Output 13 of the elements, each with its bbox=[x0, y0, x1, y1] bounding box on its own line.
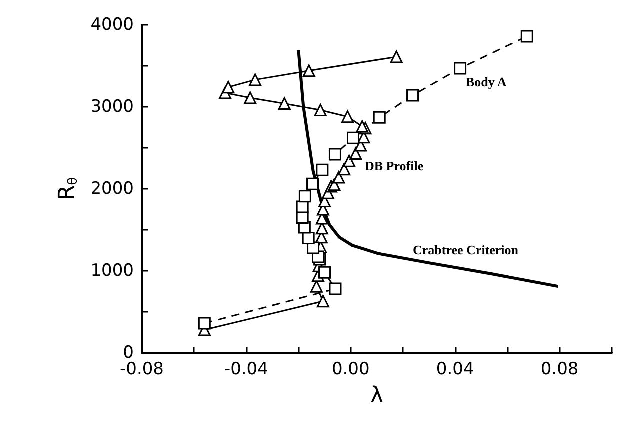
x-tick-label: 0.00 bbox=[332, 360, 370, 380]
y-tick-label: 3000 bbox=[90, 97, 134, 117]
x-tick-label: -0.04 bbox=[224, 360, 268, 380]
y-axis-title: Rθ bbox=[54, 177, 81, 201]
x-axis-title: λ bbox=[370, 384, 384, 408]
y-tick-label: 2000 bbox=[90, 179, 134, 199]
x-tick-label: 0.04 bbox=[436, 360, 474, 380]
y-tick-label: 1000 bbox=[90, 261, 134, 281]
y-tick-label: 4000 bbox=[90, 15, 134, 35]
annotation: DB Profile bbox=[365, 158, 424, 174]
x-tick-label: 0.08 bbox=[540, 360, 579, 380]
annotation: Body A bbox=[466, 74, 508, 90]
annotation: Crabtree Criterion bbox=[413, 242, 520, 258]
